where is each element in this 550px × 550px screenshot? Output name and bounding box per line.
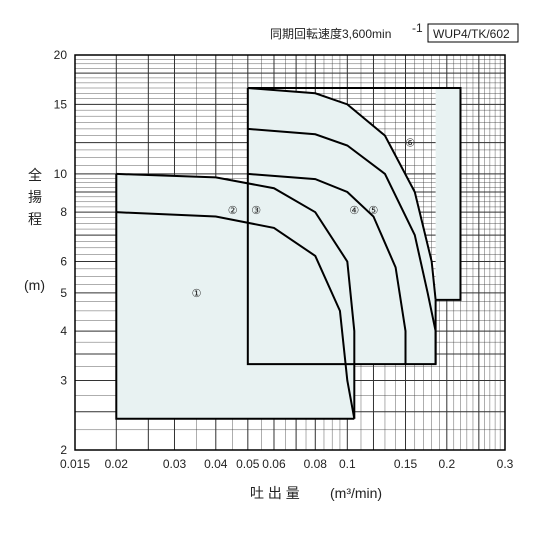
- y-tick: 6: [60, 255, 67, 269]
- x-tick: 0.06: [262, 457, 286, 471]
- y-tick: 8: [60, 205, 67, 219]
- x-tick: 0.15: [394, 457, 418, 471]
- x-tick: 0.015: [60, 457, 90, 471]
- y-tick: 3: [60, 373, 67, 387]
- x-tick: 0.2: [438, 457, 455, 471]
- y-axis-label: 揚: [28, 189, 42, 205]
- y-tick: 5: [60, 286, 67, 300]
- x-tick: 0.1: [339, 457, 356, 471]
- x-tick: 0.04: [204, 457, 228, 471]
- x-tick: 0.08: [304, 457, 328, 471]
- x-tick: 0.05: [236, 457, 260, 471]
- y-tick: 4: [60, 324, 67, 338]
- y-axis-label: 全: [28, 167, 42, 183]
- y-tick: 15: [54, 97, 68, 111]
- x-tick: 0.02: [105, 457, 129, 471]
- region-label: ④: [349, 205, 359, 217]
- region-label: ⑤: [369, 205, 379, 217]
- x-tick: 0.03: [163, 457, 187, 471]
- speed-sup: -1: [412, 21, 423, 35]
- model-label: WUP4/TK/602: [433, 27, 510, 41]
- region-label: ⑥: [405, 138, 415, 150]
- y-tick: 20: [54, 48, 68, 62]
- speed-label: 同期回転速度3,600min: [270, 26, 391, 41]
- region-label: ③: [251, 205, 261, 217]
- y-axis-label: 程: [28, 211, 42, 227]
- y-tick: 2: [60, 443, 67, 457]
- y-axis-unit: (m): [24, 277, 45, 293]
- x-axis-label: 吐 出 量: [250, 485, 300, 501]
- region-label: ①: [192, 288, 202, 300]
- x-tick: 0.3: [497, 457, 514, 471]
- x-axis-unit: (m³/min): [330, 485, 382, 501]
- region-label: ②: [228, 205, 238, 217]
- performance-chart: 同期回転速度3,600min -1 WUP4/TK/602 0.015 0.02 0.03…: [0, 0, 550, 550]
- y-tick: 10: [54, 167, 68, 181]
